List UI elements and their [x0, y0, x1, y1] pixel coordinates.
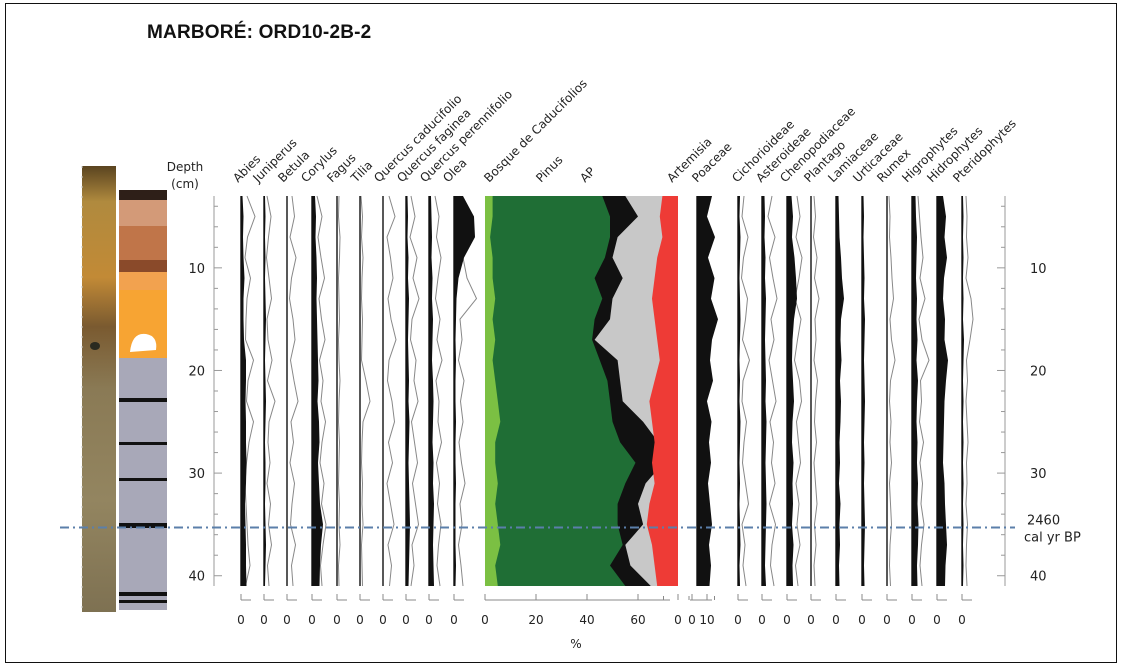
x-tick-abies-label: 0	[237, 613, 245, 627]
silhouette-urticaceae	[862, 196, 865, 586]
x-tick-chenopodiaceae-label: 0	[783, 613, 791, 627]
x-tick-main-3-label: 60	[630, 613, 645, 627]
silhouette-abies	[241, 196, 247, 586]
taxon-label-bosque-de-caducifolios: Bosque de Caducifolios	[481, 76, 590, 185]
depth-tick-label-right: 10	[1030, 262, 1047, 277]
silhouette-higrophytes	[912, 196, 919, 586]
exaggeration-curve-olea	[457, 195, 478, 587]
exaggeration-curve-asteroideae	[767, 195, 778, 587]
depth-tick-label-right: 20	[1030, 364, 1047, 379]
silhouette-quercus-perennifolio	[429, 196, 434, 586]
depth-tick-label-right: 30	[1030, 467, 1047, 482]
x-tick-cichorioideae-label: 0	[734, 613, 742, 627]
silhouette-lamiaceae	[836, 196, 844, 586]
depth-label-line1: Depth	[167, 160, 204, 174]
x-tick-main-1-label: 20	[528, 613, 543, 627]
exaggeration-curve-cichorioideae	[740, 195, 751, 587]
exaggeration-curve-pteridophytes	[965, 195, 974, 587]
taxon-label-ap: AP	[577, 164, 598, 185]
taxon-label-pinus: Pinus	[533, 153, 565, 185]
x-tick-juniperus-label: 0	[260, 613, 268, 627]
exaggeration-curve-higrophytes	[917, 195, 930, 587]
depth-label-line2: (cm)	[171, 177, 199, 191]
silhouette-quercus-faginea	[406, 196, 410, 586]
exaggeration-curve-quercus-caducifolio	[386, 195, 397, 587]
age-label-number: 2460	[1027, 514, 1060, 529]
depth-tick-label-left: 30	[188, 467, 205, 482]
exaggeration-curve-betula	[288, 195, 299, 587]
x-tick-poaceae-0-label: 0	[688, 613, 696, 627]
exaggeration-curve-rumex	[888, 195, 896, 587]
x-tick-asteroideae-label: 0	[758, 613, 766, 627]
exaggeration-curve-abies	[244, 195, 256, 587]
x-tick-quercus-faginea-label: 0	[402, 613, 410, 627]
x-axis-label: %	[570, 637, 581, 651]
x-tick-quercus-perennifolio-label: 0	[425, 613, 433, 627]
x-tick-main-2-label: 40	[579, 613, 594, 627]
artemisia-area	[646, 196, 678, 586]
x-tick-corylus-label: 0	[308, 613, 316, 627]
core-photo	[81, 166, 116, 612]
x-tick-artemisia-label: 0	[674, 613, 682, 627]
bosque-area	[485, 196, 501, 586]
x-tick-higrophytes-label: 0	[908, 613, 916, 627]
depth-tick-label-right: 40	[1030, 570, 1047, 585]
depth-tick-label-left: 40	[188, 570, 205, 585]
x-tick-olea-label: 0	[450, 613, 458, 627]
x-tick-betula-label: 0	[283, 613, 291, 627]
silhouette-asteroideae	[762, 196, 767, 586]
x-tick-quercus-caducifolio-label: 0	[379, 613, 387, 627]
silhouette-hidrophytes	[937, 196, 948, 586]
x-tick-rumex-label: 0	[883, 613, 891, 627]
silhouette-corylus	[312, 196, 323, 586]
silhouette-chenopodiaceae	[787, 196, 797, 586]
exaggeration-curve-quercus-faginea	[409, 195, 420, 587]
silhouette-poaceae	[697, 196, 718, 586]
depth-tick-label-left: 10	[188, 262, 205, 277]
x-tick-main-0-label: 0	[481, 613, 489, 627]
exaggeration-curve-fagus	[337, 195, 341, 587]
x-tick-lamiaceae-label: 0	[832, 613, 840, 627]
pinus-area	[485, 196, 636, 586]
x-tick-plantago-label: 0	[807, 613, 815, 627]
x-tick-tilia-label: 0	[356, 613, 364, 627]
x-tick-hidrophytes-label: 0	[933, 613, 941, 627]
x-tick-poaceae-1-label: 10	[699, 613, 714, 627]
x-tick-pteridophytes-label: 0	[958, 613, 966, 627]
age-label-unit: cal yr BP	[1024, 531, 1081, 546]
x-tick-urticaceae-label: 0	[858, 613, 866, 627]
exaggeration-curve-tilia	[360, 195, 371, 587]
x-tick-fagus-label: 0	[333, 613, 341, 627]
silhouette-olea	[454, 196, 475, 586]
depth-tick-label-left: 20	[188, 364, 205, 379]
exaggeration-curve-plantago	[812, 195, 820, 587]
exaggeration-curve-corylus	[316, 195, 327, 587]
chart-title: MARBORÉ: ORD10-2B-2	[147, 22, 372, 43]
stratigraphy-column	[119, 190, 167, 610]
exaggeration-curve-quercus-perennifolio	[434, 195, 443, 587]
exaggeration-curve-juniperus	[265, 195, 276, 587]
exaggeration-curve-chenopodiaceae	[793, 195, 803, 587]
